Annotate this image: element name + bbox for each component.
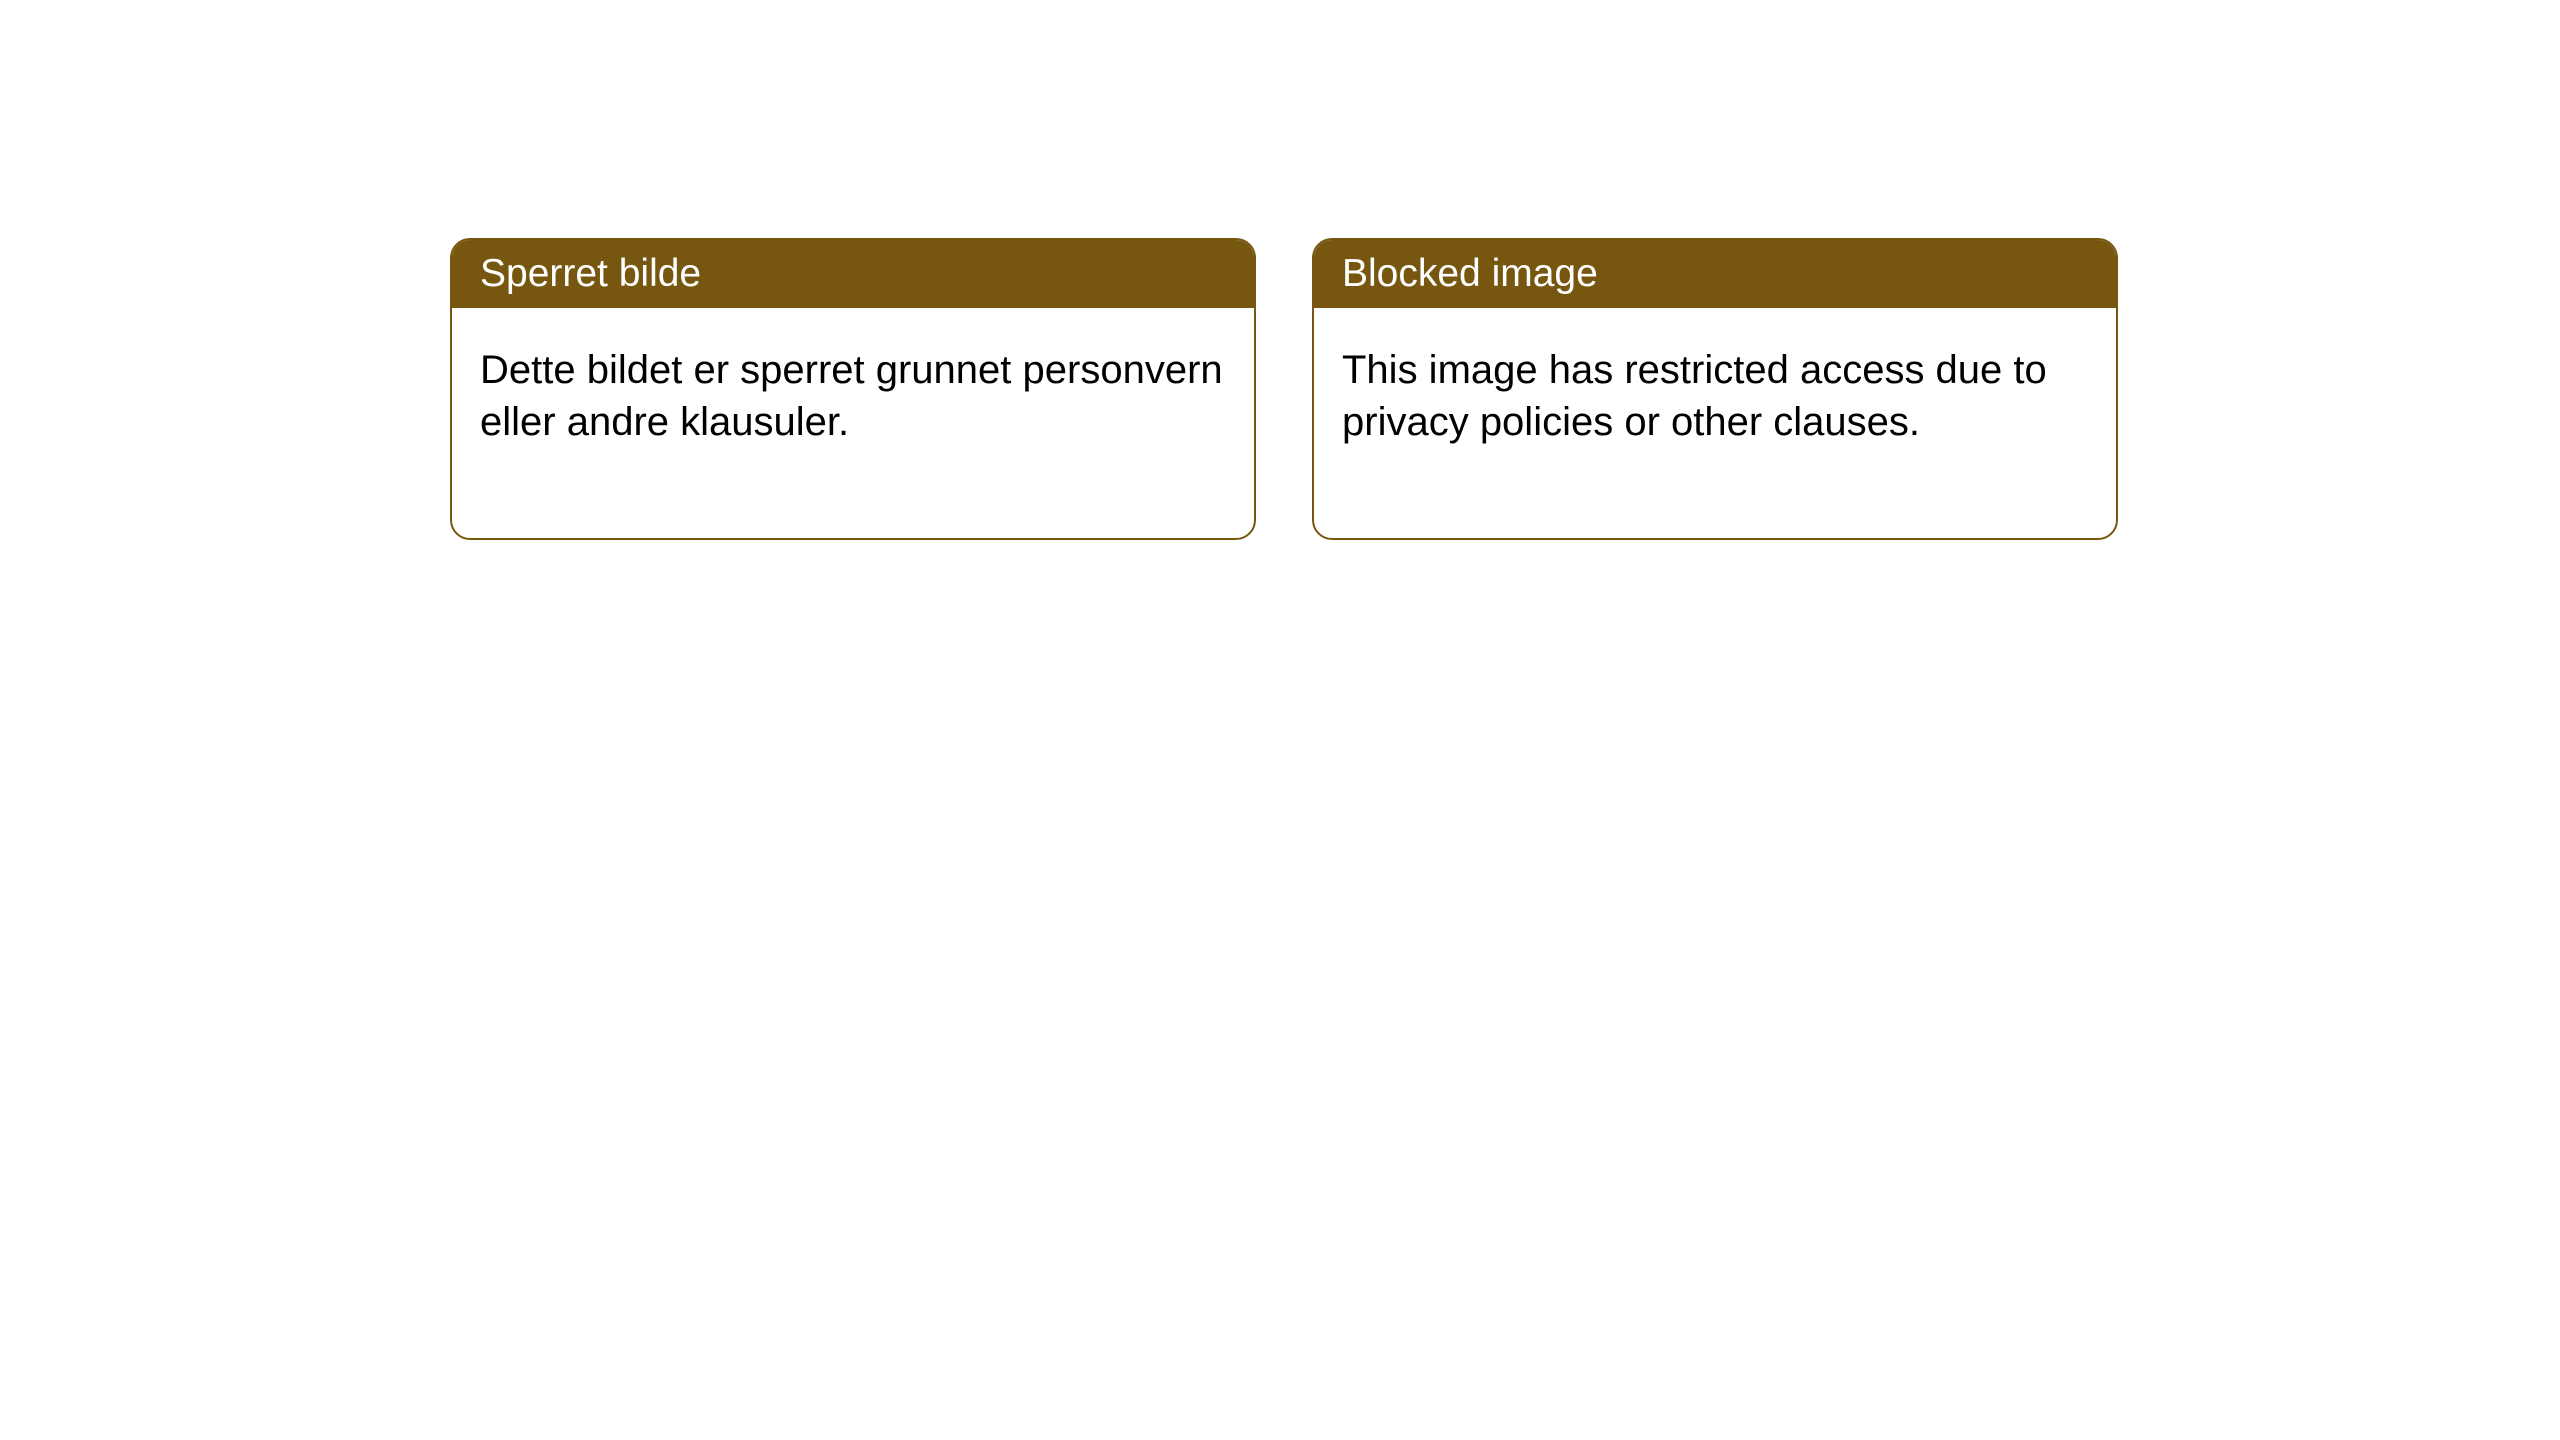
notice-card-english: Blocked image This image has restricted … [1312,238,2118,540]
notice-message-english: This image has restricted access due to … [1342,344,2088,448]
notice-header-english: Blocked image [1314,240,2116,308]
notice-body-english: This image has restricted access due to … [1314,308,2116,538]
notice-message-norwegian: Dette bildet er sperret grunnet personve… [480,344,1226,448]
notice-card-norwegian: Sperret bilde Dette bildet er sperret gr… [450,238,1256,540]
notice-title-norwegian: Sperret bilde [480,252,1226,296]
notice-body-norwegian: Dette bildet er sperret grunnet personve… [452,308,1254,538]
notice-header-norwegian: Sperret bilde [452,240,1254,308]
notice-title-english: Blocked image [1342,252,2088,296]
notice-container: Sperret bilde Dette bildet er sperret gr… [0,0,2560,540]
